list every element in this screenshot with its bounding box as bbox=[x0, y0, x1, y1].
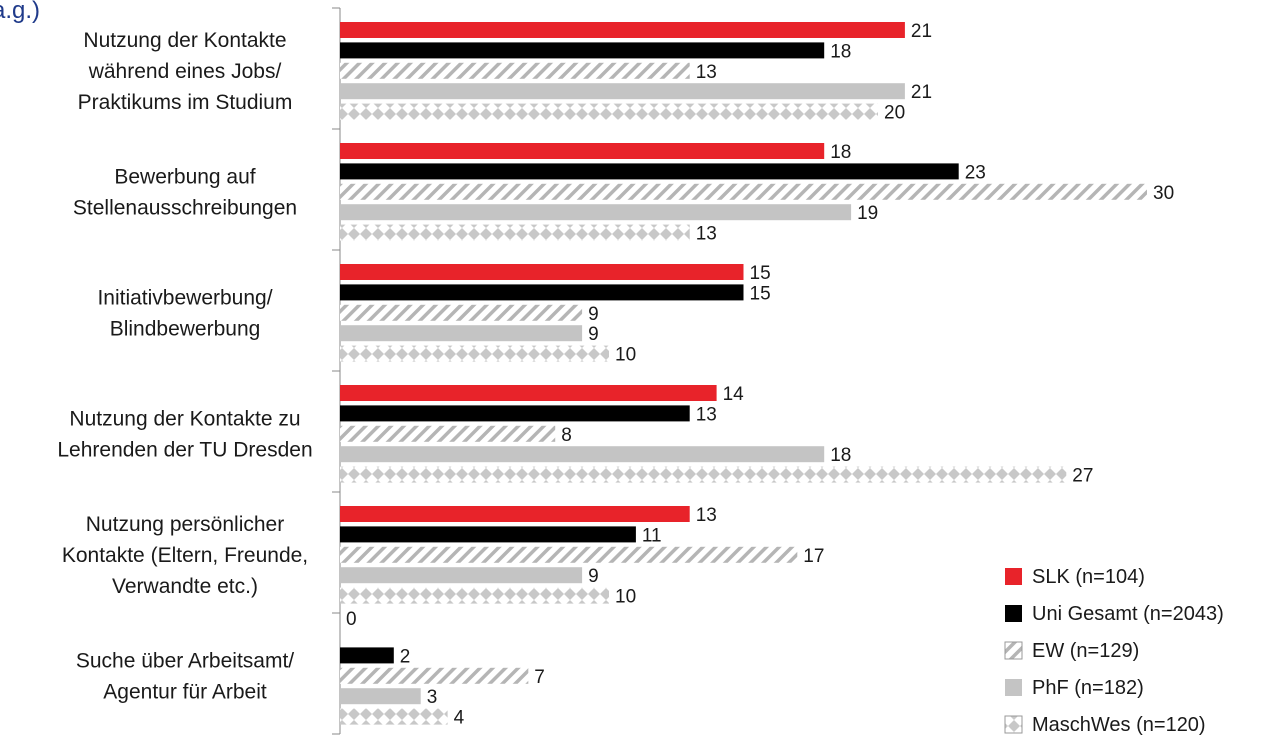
bar bbox=[340, 143, 825, 159]
bar bbox=[340, 466, 1067, 483]
value-label: 7 bbox=[534, 667, 545, 688]
value-label: 10 bbox=[615, 345, 636, 366]
category-label: Nutzung der Kontakte während eines Jobs/P… bbox=[78, 29, 293, 114]
bar bbox=[340, 42, 825, 59]
value-label: 21 bbox=[911, 82, 932, 103]
category-label: Initiativbewerbung/Blindbewerbung bbox=[97, 286, 272, 340]
bar bbox=[340, 62, 690, 79]
bar bbox=[340, 204, 852, 221]
bar bbox=[340, 83, 905, 100]
value-label: 23 bbox=[965, 162, 986, 183]
legend-label: SLK (n=104) bbox=[1032, 566, 1145, 588]
category-label: Nutzung persönlicher Kontakte (Eltern, Fr… bbox=[62, 513, 308, 598]
bar bbox=[340, 546, 798, 563]
category-label: Bewerbung auf Stellenausschreibungen bbox=[73, 165, 297, 219]
value-label: 0 bbox=[346, 609, 357, 630]
category-labels: Nutzung der Kontakte während eines Jobs/P… bbox=[57, 29, 312, 703]
header-fragment: a.g.) bbox=[0, 0, 40, 24]
value-label: 30 bbox=[1153, 183, 1174, 204]
bar bbox=[340, 325, 583, 342]
value-label: 19 bbox=[857, 203, 878, 224]
value-label: 18 bbox=[830, 445, 851, 466]
legend-swatch bbox=[1005, 568, 1022, 585]
category-label: Suche über Arbeitsamt/Agentur für Arbeit bbox=[76, 649, 294, 703]
bar bbox=[340, 526, 636, 543]
value-label: 17 bbox=[803, 546, 824, 567]
legend-swatch bbox=[1004, 641, 1023, 660]
value-label: 13 bbox=[696, 62, 717, 83]
bar bbox=[340, 667, 529, 684]
value-label: 13 bbox=[696, 404, 717, 425]
value-label: 13 bbox=[696, 505, 717, 526]
legend-label: MaschWes (n=120) bbox=[1032, 714, 1206, 736]
legend-label: EW (n=129) bbox=[1032, 640, 1139, 662]
value-label: 11 bbox=[642, 525, 662, 546]
bar bbox=[340, 183, 1147, 200]
bar bbox=[340, 224, 690, 241]
legend-swatch bbox=[1004, 715, 1023, 734]
value-label: 4 bbox=[454, 708, 465, 729]
bar bbox=[340, 587, 609, 604]
bar bbox=[340, 284, 744, 301]
bar bbox=[340, 688, 421, 705]
bars-layer: 2118132120182330191315159910141381827131… bbox=[332, 7, 1174, 735]
value-label: 20 bbox=[884, 103, 905, 124]
value-label: 13 bbox=[696, 224, 717, 245]
bar bbox=[340, 22, 905, 38]
value-label: 2 bbox=[400, 646, 411, 667]
value-label: 3 bbox=[427, 687, 438, 708]
value-label: 21 bbox=[911, 21, 932, 42]
bar bbox=[340, 345, 609, 362]
legend: SLK (n=104) Uni Gesamt (n=2043) EW (n=129)… bbox=[1004, 566, 1224, 736]
legend-swatch bbox=[1005, 605, 1022, 622]
value-label: 18 bbox=[830, 41, 851, 62]
bar bbox=[340, 708, 448, 725]
value-label: 18 bbox=[830, 142, 851, 163]
value-label: 10 bbox=[615, 587, 636, 608]
bar bbox=[340, 446, 825, 463]
bar bbox=[340, 163, 959, 180]
value-label: 9 bbox=[588, 324, 599, 345]
bar bbox=[340, 506, 690, 522]
bar bbox=[340, 425, 556, 442]
legend-label: PhF (n=182) bbox=[1032, 677, 1144, 699]
legend-swatch bbox=[1005, 679, 1022, 696]
category-label: Nutzung der Kontakte zu Lehrenden der TU … bbox=[57, 407, 312, 461]
bar bbox=[340, 264, 744, 280]
value-label: 15 bbox=[750, 283, 771, 304]
value-label: 14 bbox=[723, 384, 745, 405]
bar bbox=[340, 385, 717, 401]
bar bbox=[340, 103, 878, 120]
bar bbox=[340, 567, 583, 584]
value-label: 9 bbox=[588, 566, 599, 587]
legend-label: Uni Gesamt (n=2043) bbox=[1032, 603, 1224, 625]
bar bbox=[340, 405, 690, 422]
value-label: 8 bbox=[561, 425, 572, 446]
value-label: 27 bbox=[1072, 466, 1093, 487]
value-label: 9 bbox=[588, 304, 599, 325]
bar bbox=[340, 304, 583, 321]
bar bbox=[340, 647, 394, 664]
value-label: 15 bbox=[750, 263, 771, 284]
